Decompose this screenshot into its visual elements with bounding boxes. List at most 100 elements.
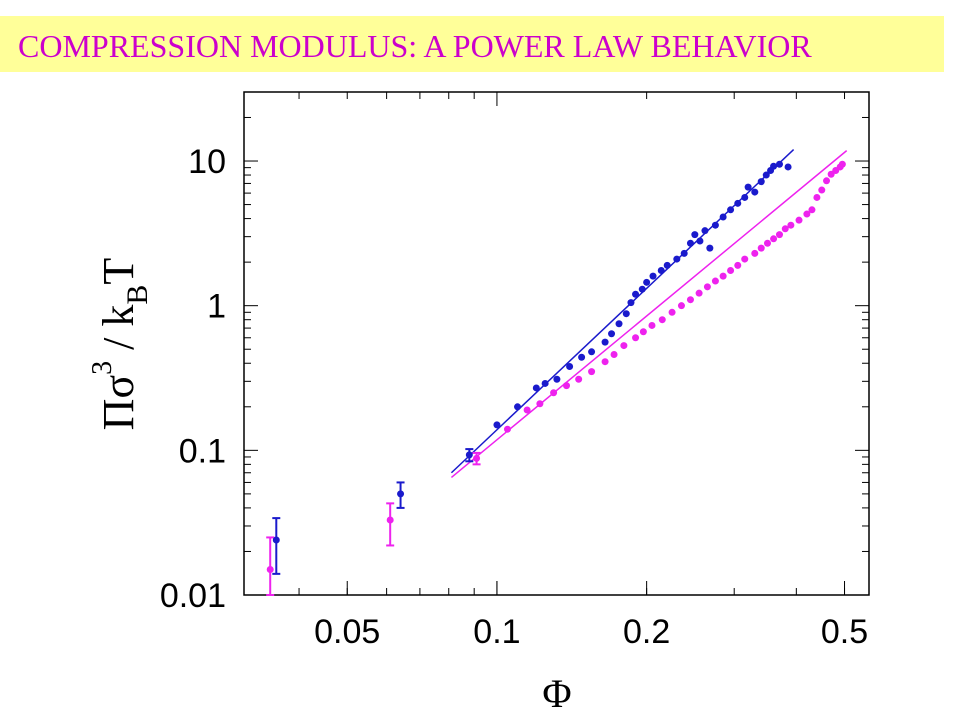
y-label-main: Πσ	[94, 375, 143, 431]
tick-labels: 0.05 0.1 0.2 0.5 0.01 0.1 1 10	[160, 143, 868, 651]
page-title: COMPRESSION MODULUS: A POWER LAW BEHAVIO…	[18, 28, 812, 64]
data-point	[818, 186, 826, 194]
data-point	[770, 162, 778, 170]
data-point	[493, 421, 501, 429]
data-point	[727, 267, 735, 275]
y-label-slash: / k	[94, 305, 143, 361]
data-point	[719, 213, 727, 221]
y-tick-label: 0.01	[160, 577, 226, 615]
data-point	[719, 272, 727, 280]
data-point	[541, 379, 549, 387]
data-point	[695, 289, 703, 297]
fit-line	[450, 150, 848, 478]
data-point	[663, 261, 671, 269]
x-tick-label: 0.1	[473, 613, 520, 651]
data-point	[823, 177, 831, 185]
data-point	[691, 231, 699, 239]
data-point	[703, 283, 711, 291]
data-point	[686, 296, 694, 304]
data-point	[711, 221, 719, 229]
data-point	[734, 199, 742, 207]
data-points	[266, 160, 846, 574]
data-point	[615, 320, 623, 328]
svg-text:Πσ3 / kBT: Πσ3 / kBT	[87, 258, 154, 431]
data-point	[751, 188, 759, 196]
data-point	[503, 425, 511, 433]
data-point	[741, 193, 749, 201]
data-point	[620, 342, 628, 350]
data-point	[622, 310, 630, 318]
data-point	[701, 227, 709, 235]
data-point	[649, 272, 657, 280]
data-point	[762, 171, 770, 179]
data-point	[787, 221, 795, 229]
x-tick-label: 0.2	[623, 613, 670, 651]
data-point	[711, 277, 719, 285]
data-point	[757, 244, 765, 252]
data-point	[781, 225, 789, 233]
data-point	[465, 451, 473, 459]
y-tick-label: 1	[207, 288, 226, 326]
data-point	[751, 249, 759, 257]
data-point	[775, 231, 783, 239]
y-axis-label: Πσ3 / kBT	[87, 258, 154, 431]
data-point	[397, 490, 405, 498]
data-point	[608, 330, 616, 338]
data-point	[648, 321, 656, 329]
y-label-tail: T	[94, 258, 143, 285]
data-point	[601, 338, 609, 346]
plot-frame	[243, 91, 870, 596]
data-point	[632, 334, 640, 342]
data-point	[588, 348, 596, 356]
data-point	[803, 210, 811, 218]
data-point	[696, 237, 704, 245]
data-point	[727, 206, 735, 214]
data-point	[566, 362, 574, 370]
data-point	[741, 255, 749, 263]
data-point	[588, 368, 596, 376]
data-point	[553, 375, 561, 383]
data-point	[610, 350, 618, 358]
data-point	[550, 389, 558, 397]
data-point	[473, 454, 481, 462]
x-axis-label: Φ	[542, 671, 571, 716]
data-point	[808, 206, 816, 214]
y-label-sup: 3	[87, 361, 118, 375]
data-point	[272, 536, 280, 544]
data-point	[601, 358, 609, 366]
data-point	[734, 261, 742, 269]
data-point	[744, 183, 752, 191]
y-tick-label: 10	[188, 143, 226, 181]
x-tick-label: 0.05	[314, 613, 380, 651]
data-point	[536, 400, 544, 408]
data-point	[838, 160, 846, 168]
data-point	[638, 285, 646, 293]
axis-ticks	[244, 91, 869, 596]
data-point	[784, 163, 792, 171]
data-point	[514, 403, 522, 411]
data-point	[763, 239, 771, 247]
y-label-sub: B	[121, 285, 154, 305]
data-point	[658, 316, 666, 324]
data-point	[795, 216, 803, 224]
data-point	[657, 267, 665, 275]
y-tick-label: 0.1	[179, 432, 226, 470]
data-point	[770, 235, 778, 243]
data-point	[575, 375, 583, 383]
data-point	[680, 249, 688, 257]
data-point	[775, 160, 783, 168]
data-point	[677, 302, 685, 310]
title-banner	[0, 16, 944, 72]
data-point	[668, 308, 676, 316]
data-point	[639, 328, 647, 336]
data-point	[706, 244, 714, 252]
data-point	[757, 178, 765, 186]
x-tick-label: 0.5	[821, 613, 868, 651]
data-point	[562, 382, 570, 390]
data-point	[386, 516, 394, 524]
data-point	[627, 299, 635, 307]
error-bars	[266, 448, 481, 596]
data-point	[532, 384, 540, 392]
data-point	[813, 193, 821, 201]
